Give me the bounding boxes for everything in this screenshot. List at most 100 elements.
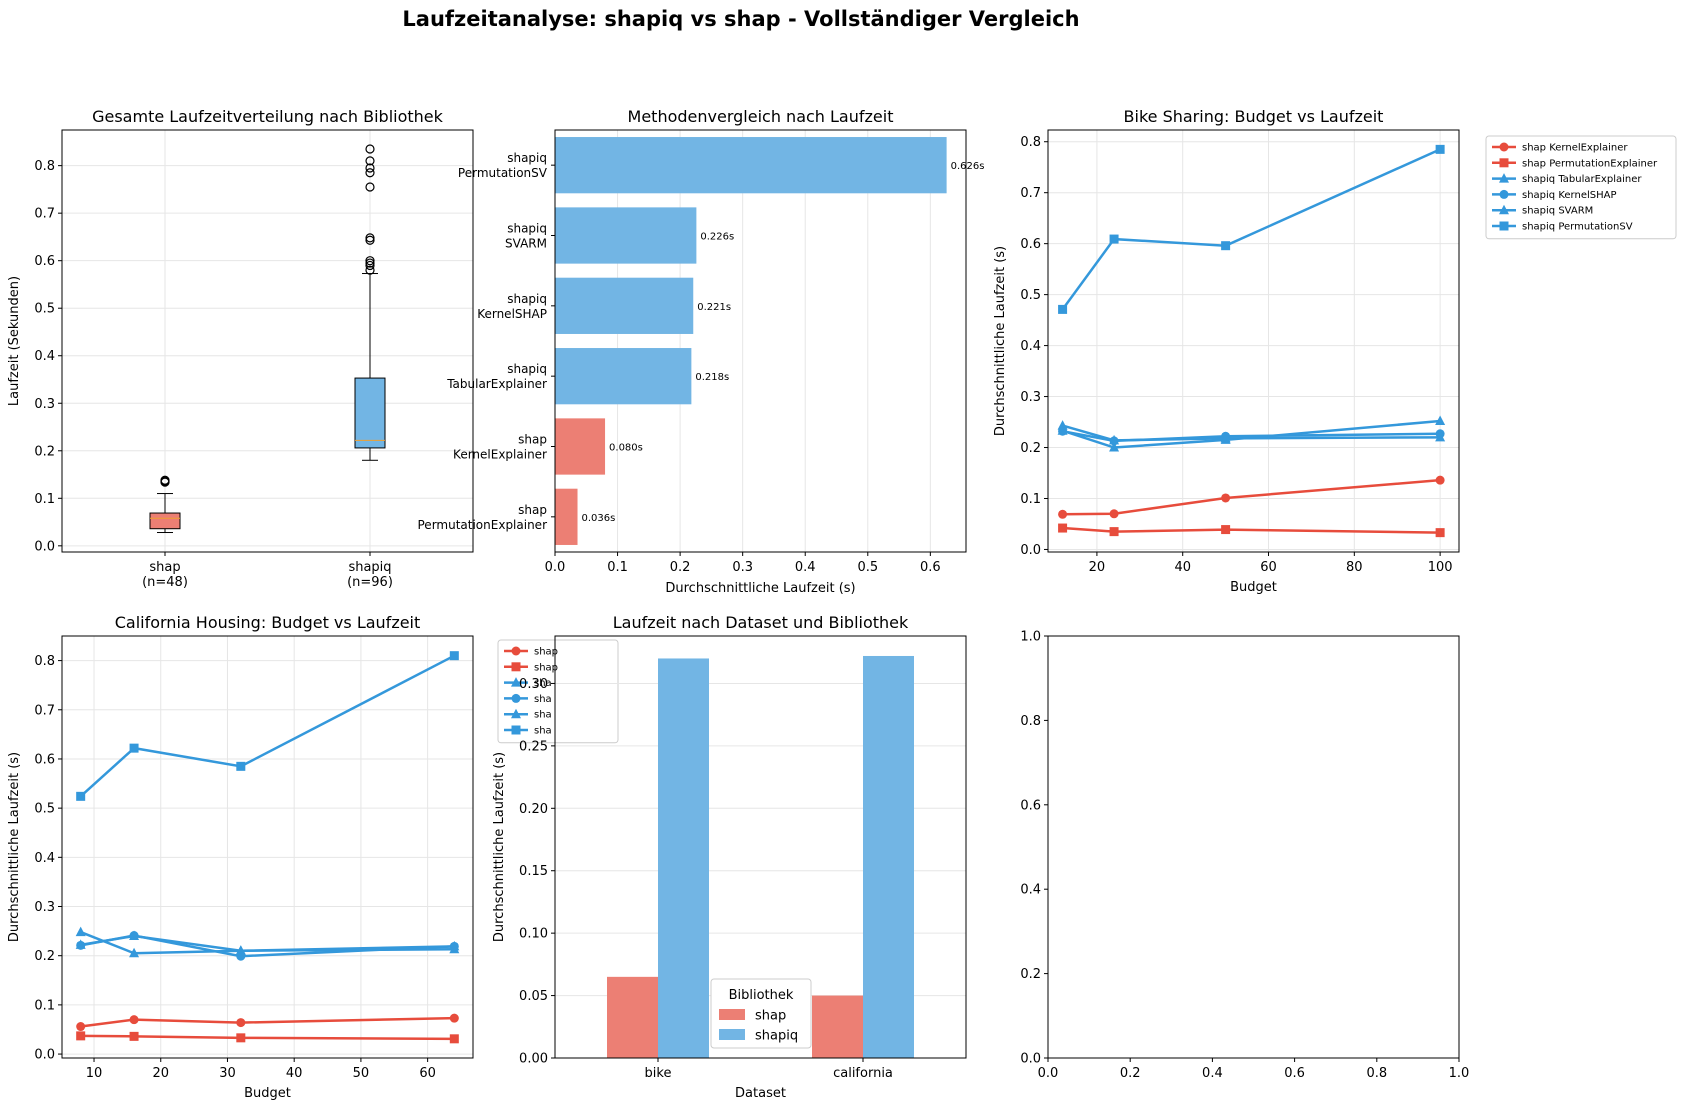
hbar-bar	[555, 418, 606, 475]
cal-series-line	[79, 654, 455, 798]
cal-point	[236, 761, 246, 771]
empty-xtick-label: 0.2	[1120, 1066, 1141, 1081]
empty-xtick-label: 0.6	[1284, 1066, 1305, 1081]
bike-legend-label: shapiq SVARM	[1522, 206, 1593, 217]
grouped-bar-shap	[812, 995, 863, 1058]
cal-legend-label: sha	[534, 678, 552, 689]
grouped-ytick-label: 0.05	[519, 989, 548, 1004]
cal-legend-label: sha	[534, 694, 552, 705]
grouped-ytick-label: 0.00	[519, 1052, 548, 1067]
bike-xtick-label: 80	[1346, 560, 1363, 575]
cal-legend-marker	[511, 677, 521, 687]
shapiq-flier	[365, 168, 375, 178]
grouped-ytick-label: 0.15	[519, 864, 548, 879]
bike-legend-marker	[1499, 173, 1509, 183]
bike-point	[1057, 420, 1068, 430]
panel-box: 0.0 0.1 0.2 0.3 0.4 0.5 0.6 0.7 0.8 shap (n=48) sha…	[7, 107, 474, 590]
empty-ytick-label: 0.8	[1020, 714, 1041, 729]
hbar-value-label: 0.226s	[700, 232, 734, 243]
hbar-bar	[555, 137, 947, 194]
cal-point	[76, 1022, 86, 1032]
cal-legend-marker	[511, 708, 521, 719]
panel-empty: 0.0 0.2 0.4 0.6 0.8 1.0 0.0 0.2 0.4 0.6 0.8 1.0	[1020, 630, 1469, 1082]
panel-bike: 20 40 60 80 100 0.0 0.1 0.2 0.3 0.4 0.5 0.6 0.7 0.8 Bi…	[993, 107, 1677, 595]
bike-point	[1109, 442, 1120, 452]
bike-legend-marker	[1499, 142, 1509, 152]
empty-ytick-label: 0.6	[1020, 798, 1041, 813]
bike-ytick-label: 0.8	[1020, 135, 1041, 150]
bike-point	[1435, 528, 1445, 538]
cal-axes-frame	[61, 635, 474, 1059]
cal-point	[129, 931, 139, 941]
empty-xtick-label: 0.4	[1202, 1066, 1223, 1081]
cal-ytick-label: 0.8	[34, 654, 55, 669]
hbar-bar	[555, 348, 692, 405]
cal-xtick-label: 40	[286, 1066, 303, 1081]
cal-xtick-label: 30	[219, 1066, 236, 1081]
grouped-bar-shap	[607, 976, 658, 1058]
grouped-ytick-label: 0.30	[519, 677, 548, 692]
bike-point	[1058, 523, 1068, 533]
panel-hbar: 0.0 0.1 0.2 0.3 0.4 0.5 0.6 0.626s shapiq Permuta…	[418, 107, 985, 596]
cal-point	[449, 651, 459, 661]
grouped-legend-label: shapiq	[755, 1029, 798, 1044]
grouped-ytick-label: 0.10	[519, 927, 548, 942]
hbar-value-label: 0.221s	[697, 302, 731, 313]
grouped-legend-title: Bibliothek	[729, 988, 794, 1003]
grouped-legend-swatch	[719, 1029, 745, 1040]
bike-legend	[1485, 135, 1677, 240]
grouped-xtick-label: california	[833, 1066, 893, 1081]
hbar-ytick-label: shap KernelExplainer	[453, 433, 547, 462]
shapiq-flier	[365, 235, 375, 245]
bike-point	[1435, 475, 1445, 485]
hbar-value-label: 0.080s	[609, 443, 643, 454]
cal-legend-marker	[511, 662, 521, 672]
cal-xtick-label: 10	[86, 1066, 103, 1081]
cal-ytick-label: 0.1	[34, 998, 55, 1013]
hbar-ytick-label: shapiq KernelSHAP	[477, 292, 547, 321]
cal-ylabel: Durchschnittliche Laufzeit (s)	[7, 752, 22, 942]
bike-ytick-label: 0.1	[1020, 492, 1041, 507]
bike-point	[1435, 431, 1446, 442]
cal-point	[449, 943, 460, 954]
box-axes-frame	[61, 129, 474, 553]
cal-ytick-label: 0.3	[34, 900, 55, 915]
bike-point	[1109, 434, 1120, 445]
hbar-bar	[555, 488, 578, 545]
hbar-xtick-label: 0.0	[545, 560, 566, 575]
cal-point	[75, 926, 86, 937]
hbar-value-label: 0.036s	[582, 513, 616, 524]
box-title: Gesamte Laufzeitverteilung nach Biblioth…	[92, 107, 444, 126]
hbar-value-label: 0.218s	[695, 372, 729, 383]
hbar-xlabel: Durchschnittliche Laufzeit (s)	[665, 581, 855, 596]
bike-legend-marker	[1499, 158, 1509, 168]
bike-point	[1109, 234, 1119, 244]
bike-ytick-label: 0.2	[1020, 441, 1041, 456]
bike-legend-label: shap KernelExplainer	[1522, 143, 1628, 154]
empty-ytick-label: 0.2	[1020, 967, 1041, 982]
cal-point	[449, 1013, 459, 1023]
hbar-ytick-label: shap PermutationExplainer	[418, 503, 548, 532]
panel-grouped: 0.00 0.05 0.10 0.15 0.20 0.25 0.30 bike californ…	[492, 613, 967, 1101]
cal-series-line	[80, 930, 455, 955]
bike-point	[1435, 415, 1446, 426]
cal-legend-label: sha	[534, 710, 552, 721]
cal-xtick-label: 20	[152, 1066, 169, 1081]
hbar-bar	[555, 277, 694, 334]
hbar-xtick-label: 0.4	[795, 560, 816, 575]
cal-point	[129, 1031, 139, 1041]
shapiq-flier	[365, 256, 375, 266]
grouped-ylabel: Durchschnittliche Laufzeit (s)	[492, 752, 507, 942]
grouped-ytick-label: 0.20	[519, 802, 548, 817]
box-ytick-label: 0.2	[34, 444, 55, 459]
bike-point	[1058, 304, 1068, 314]
panel-cal: 10 20 30 40 50 60 0.0 0.1 0.2 0.3 0.4 0.5 0.6 0.7 0.8 C…	[7, 613, 619, 1101]
shapiq-box	[354, 377, 386, 449]
cal-series-line	[80, 1016, 455, 1028]
hbar-ytick-label: shapiq TabularExplainer	[446, 362, 547, 391]
cal-point	[76, 791, 86, 801]
hbar-title: Methodenvergleich nach Laufzeit	[628, 107, 894, 126]
cal-point	[76, 1031, 86, 1041]
shapiq-flier	[365, 258, 375, 268]
